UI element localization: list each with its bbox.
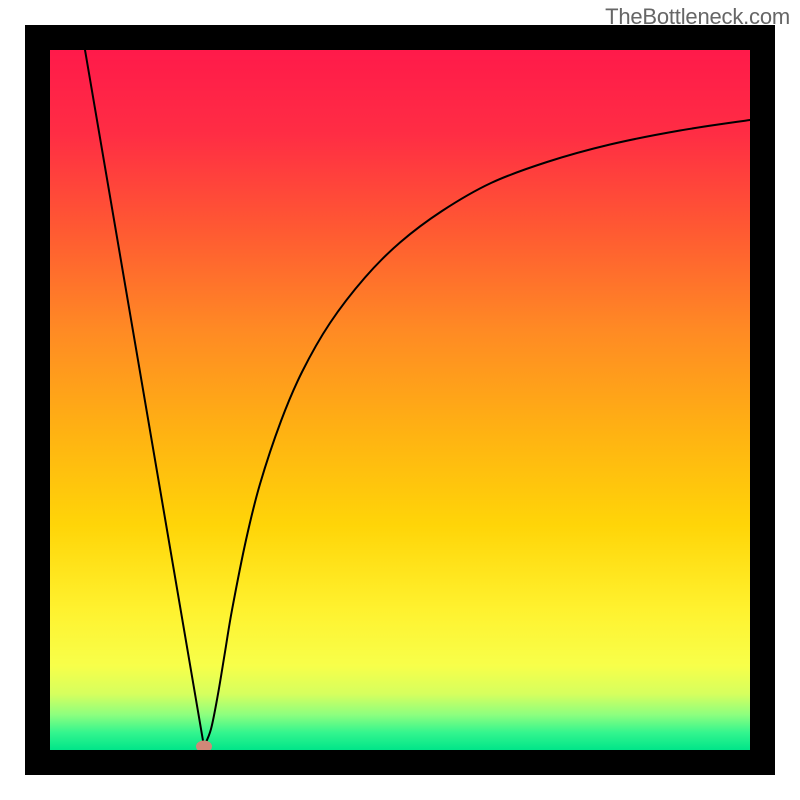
- chart-root: TheBottleneck.com: [0, 0, 800, 800]
- chart-svg: [0, 0, 800, 800]
- plot-background: [50, 50, 750, 750]
- attribution-text: TheBottleneck.com: [605, 4, 790, 30]
